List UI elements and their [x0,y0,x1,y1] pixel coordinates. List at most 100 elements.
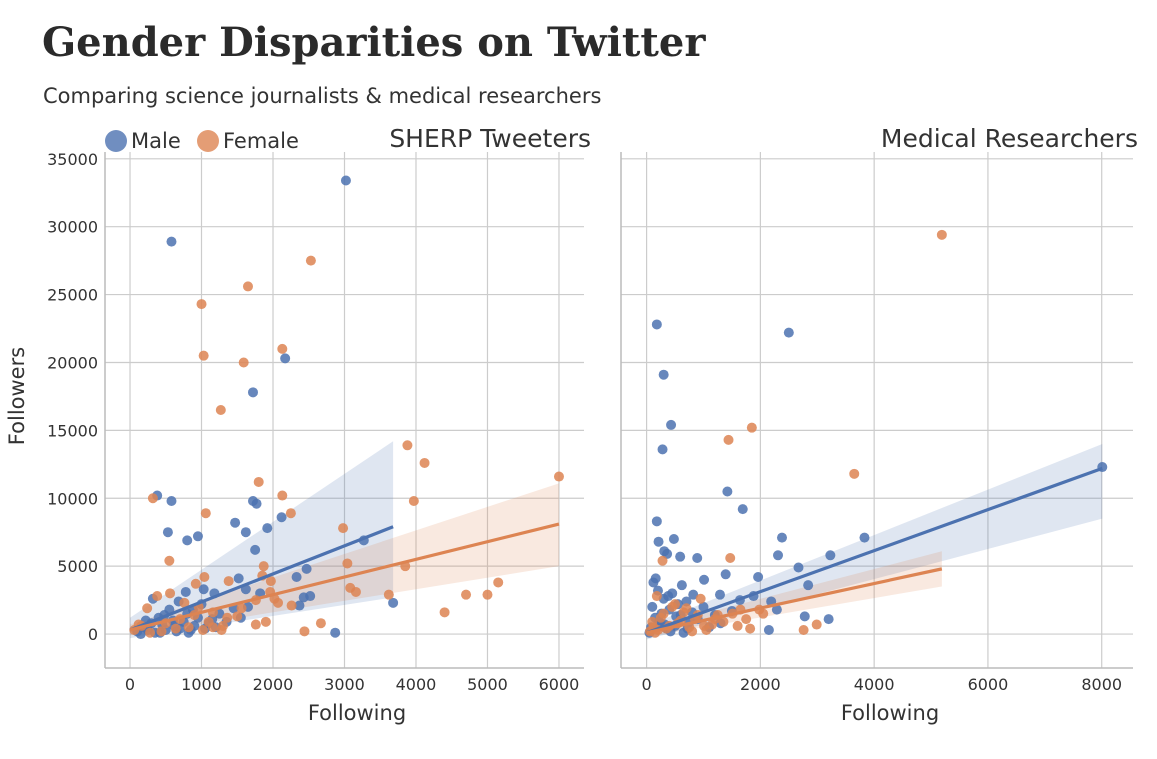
data-point-male [771,604,782,615]
data-point-male [230,517,241,528]
grid [105,152,584,668]
data-point-male [692,553,703,564]
panel-medical-researchers: Medical Researchers Following 0 2000 4000 6… [620,124,1138,725]
x-tick-label: 4000 [854,675,895,694]
data-point-female [305,255,316,266]
y-tick-label: 5000 [57,557,98,576]
data-point-male [182,535,193,546]
data-point-male [675,551,686,562]
x-tick-label: 0 [642,675,652,694]
data-point-female [242,281,253,292]
panel-title: SHERP Tweeters [389,124,591,153]
legend-marker-female [197,130,219,152]
data-point-female [265,576,276,587]
data-point-male [720,569,731,580]
x-tick-label: 5000 [467,675,508,694]
panel-title: Medical Researchers [881,124,1138,153]
data-point-male [663,591,674,602]
regression-line-male [646,466,1103,635]
data-point-female [936,229,947,240]
legend: Male Female [105,129,299,153]
data-point-female [222,612,233,623]
data-point-male [651,516,662,527]
data-point-male [301,563,312,574]
data-point-female [190,578,201,589]
y-tick-label: 15000 [47,421,98,440]
data-point-female [746,422,757,433]
data-point-female [260,616,271,627]
data-point-female [164,555,175,566]
data-point-female [199,572,210,583]
data-point-male [280,353,291,364]
data-point-male [294,600,305,611]
data-point-female [678,607,689,618]
data-point-male [783,327,794,338]
x-tick-label: 1000 [181,675,222,694]
data-point-female [439,607,450,618]
grid [621,152,1133,668]
data-point-male [291,572,302,583]
data-point-female [849,468,860,479]
data-point-male [247,387,258,398]
data-point-male [650,573,661,584]
data-point-male [198,584,209,595]
data-point-female [408,495,419,506]
data-point-female [667,601,678,612]
data-point-female [350,586,361,597]
data-point-male [647,601,658,612]
data-point-male [714,589,725,600]
data-point-male [825,550,836,561]
legend-label-male: Male [131,129,181,153]
data-point-male [233,573,244,584]
x-tick-label: 2000 [253,675,294,694]
data-point-female [342,558,353,569]
data-point-male [668,534,679,544]
x-tick-label: 2000 [740,675,781,694]
data-point-male [753,572,764,583]
data-point-female [695,593,706,604]
data-point-female [299,626,310,637]
data-point-female [798,624,809,635]
data-point-female [223,576,234,587]
legend-marker-male [105,130,127,152]
data-point-male [340,175,351,186]
data-point-female [651,591,662,602]
data-point-female [419,457,430,468]
chart-title: Gender Disparities on Twitter [42,19,706,66]
data-point-male [192,531,203,542]
data-point-male [676,580,687,591]
data-point-male [776,532,787,543]
data-point-female [286,600,297,611]
data-point-female [745,623,756,634]
data-point-female [203,616,214,627]
data-point-female [758,608,769,619]
data-point-male [699,574,710,585]
y-tick-label: 30000 [47,218,98,237]
data-point-female [725,553,736,564]
data-point-male [773,550,784,561]
data-point-female [482,589,493,600]
data-point-female [198,350,209,361]
data-point-female [707,619,718,630]
x-tick-label: 4000 [396,675,437,694]
data-point-male [803,580,814,591]
data-point-female [277,343,288,354]
data-point-female [165,588,176,599]
data-point-female [655,612,666,623]
data-point-female [236,603,247,614]
data-point-male [799,611,810,622]
x-tick-label: 0 [125,675,135,694]
data-point-female [277,490,288,501]
data-point-male [737,504,748,515]
data-point-male [657,444,668,455]
data-point-female [197,624,208,635]
y-tick-label: 35000 [47,150,98,169]
data-point-female [285,508,296,519]
data-point-male [262,523,273,534]
data-point-female [145,627,156,638]
data-point-male [651,319,662,330]
data-point-male [658,369,669,380]
data-point-female [183,622,194,633]
chart-subtitle: Comparing science journalists & medical … [43,84,601,108]
data-point-female [179,597,190,608]
